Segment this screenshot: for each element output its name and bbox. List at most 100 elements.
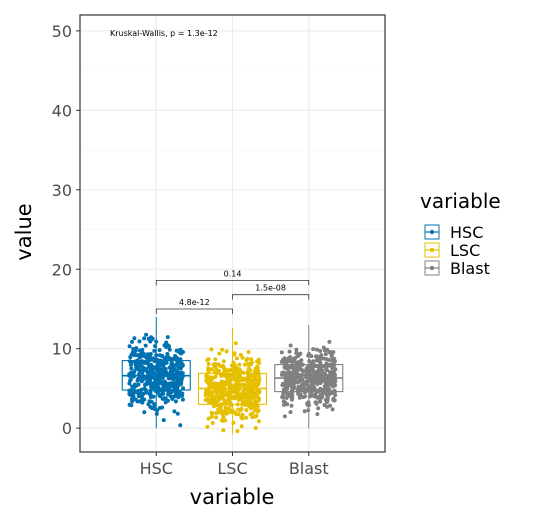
y-tick-label: 20 <box>52 260 72 279</box>
data-point-blast <box>321 345 326 350</box>
data-point-hsc <box>161 382 166 387</box>
data-point-hsc <box>148 392 153 397</box>
data-point-hsc <box>179 380 184 385</box>
data-point-blast <box>318 399 323 404</box>
y-tick-label: 30 <box>52 181 72 200</box>
data-point-lsc <box>219 379 224 384</box>
data-point-hsc <box>154 411 159 416</box>
kruskal-wallis-annotation: Kruskal-Wallis, p = 1.3e-12 <box>110 29 218 38</box>
data-point-blast <box>286 356 291 361</box>
data-point-hsc <box>161 418 166 423</box>
data-point-lsc <box>247 382 252 387</box>
data-point-lsc <box>237 362 242 367</box>
bracket-line <box>155 279 310 286</box>
data-point-blast <box>314 394 319 399</box>
data-point-blast <box>319 353 324 358</box>
data-point-blast <box>333 379 338 384</box>
data-point-hsc <box>142 410 147 415</box>
data-point-blast <box>317 394 322 399</box>
data-point-blast <box>316 406 321 411</box>
data-point-lsc <box>228 374 233 379</box>
data-point-hsc <box>158 394 163 399</box>
data-point-hsc <box>169 390 174 395</box>
data-point-hsc <box>140 400 145 405</box>
data-point-blast <box>296 391 301 396</box>
data-point-lsc <box>254 406 259 411</box>
data-point-lsc <box>256 419 261 424</box>
data-point-blast <box>320 394 325 399</box>
data-point-lsc <box>233 341 238 346</box>
data-point-hsc <box>127 381 132 386</box>
data-point-hsc <box>175 377 180 382</box>
data-point-hsc <box>130 397 134 401</box>
data-point-lsc <box>225 373 230 378</box>
y-axis-title: value <box>12 203 36 260</box>
data-point-lsc <box>234 390 239 395</box>
data-point-lsc <box>240 412 245 417</box>
legend-item-lsc: LSC <box>424 241 480 260</box>
x-axis-title: variable <box>190 485 275 509</box>
legend-item-hsc: HSC <box>424 223 483 242</box>
data-point-blast <box>314 354 318 359</box>
data-point-blast <box>280 370 285 375</box>
data-point-lsc <box>210 394 215 399</box>
data-point-lsc <box>249 378 254 383</box>
data-point-hsc <box>171 366 176 371</box>
data-point-blast <box>294 371 298 376</box>
data-point-hsc <box>165 335 170 340</box>
data-point-hsc <box>178 423 183 428</box>
data-point-blast <box>289 373 294 378</box>
data-point-blast <box>309 392 314 397</box>
data-point-blast <box>286 370 291 374</box>
data-point-hsc <box>145 352 150 357</box>
data-point-lsc <box>212 389 217 393</box>
data-point-hsc <box>151 371 156 376</box>
data-point-lsc <box>221 428 226 433</box>
data-point-blast <box>305 372 310 377</box>
data-point-blast <box>284 379 289 384</box>
data-point-lsc <box>231 389 235 394</box>
data-point-blast <box>328 403 333 408</box>
data-point-lsc <box>248 361 253 366</box>
data-point-lsc <box>217 351 222 356</box>
data-point-hsc <box>171 394 176 399</box>
data-point-lsc <box>220 347 225 352</box>
data-point-blast <box>295 380 300 385</box>
data-point-lsc <box>255 364 260 369</box>
data-point-blast <box>333 393 338 398</box>
data-point-blast <box>294 347 299 352</box>
data-point-hsc <box>141 368 146 372</box>
data-point-lsc <box>256 388 261 393</box>
data-point-hsc <box>163 400 168 405</box>
legend-item-blast: Blast <box>424 259 490 278</box>
data-point-blast <box>282 414 287 419</box>
data-point-hsc <box>172 409 177 414</box>
data-point-lsc <box>226 368 231 373</box>
data-point-blast <box>324 374 329 378</box>
data-point-hsc <box>157 406 162 410</box>
boxplot-hsc <box>121 316 191 429</box>
data-point-blast <box>329 354 334 359</box>
data-point-lsc <box>216 382 221 386</box>
data-point-lsc <box>227 401 231 406</box>
bracket-p-value: 1.5e-08 <box>255 284 286 293</box>
data-point-hsc <box>179 377 184 381</box>
data-point-blast <box>308 368 313 373</box>
data-point-lsc <box>227 390 231 395</box>
data-point-lsc <box>209 414 214 419</box>
data-point-lsc <box>207 389 212 394</box>
data-point-hsc <box>179 370 184 375</box>
data-point-blast <box>317 358 322 363</box>
data-point-hsc <box>168 394 173 399</box>
data-point-blast <box>292 359 297 364</box>
bracket-lsc-blast: 1.5e-08 <box>232 284 310 300</box>
data-point-hsc <box>150 336 155 341</box>
data-point-blast <box>284 366 289 371</box>
data-point-lsc <box>221 396 225 401</box>
data-point-blast <box>325 393 330 398</box>
data-point-lsc <box>221 384 226 388</box>
data-point-lsc <box>240 378 245 383</box>
data-point-blast <box>330 358 335 363</box>
y-tick-label: 10 <box>52 340 72 359</box>
